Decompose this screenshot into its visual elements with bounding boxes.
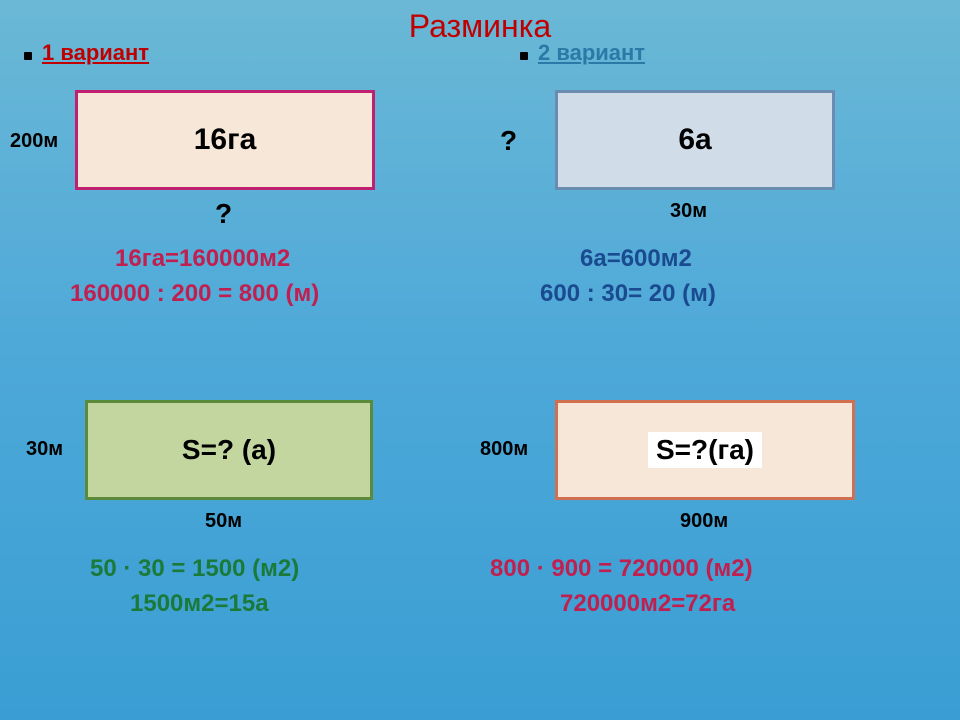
box3-text: S=? (а)	[182, 434, 276, 466]
box2-text: 6а	[678, 123, 711, 157]
calc-4a: 800 · 900 = 720000 (м2)	[490, 555, 753, 583]
calc-1a: 16га=160000м2	[115, 245, 290, 273]
box4-bottom-dim: 900м	[680, 510, 728, 533]
box1-bottom-q: ?	[215, 198, 232, 230]
bullet-v1	[24, 52, 32, 60]
box2: 6а	[555, 90, 835, 190]
box4-left-dim: 800м	[480, 438, 528, 461]
variant-1-label: 1 вариант	[42, 40, 149, 66]
calc-2b: 600 : 30= 20 (м)	[540, 280, 716, 308]
box1: 16га	[75, 90, 375, 190]
box1-text: 16га	[194, 123, 257, 157]
box3: S=? (а)	[85, 400, 373, 500]
calc-4b: 720000м2=72га	[560, 590, 735, 618]
box1-left-dim: 200м	[10, 130, 58, 153]
calc-1b: 160000 : 200 = 800 (м)	[70, 280, 319, 308]
box3-bottom-dim: 50м	[205, 510, 242, 533]
box4: S=?(га)	[555, 400, 855, 500]
box2-left-q: ?	[500, 125, 517, 157]
calc-3b: 1500м2=15а	[130, 590, 269, 618]
box3-left-dim: 30м	[26, 438, 63, 461]
box2-bottom-dim: 30м	[670, 200, 707, 223]
page-title: Разминка	[409, 8, 551, 45]
box4-text: S=?(га)	[648, 432, 762, 468]
calc-3a: 50 · 30 = 1500 (м2)	[90, 555, 299, 583]
variant-2-label: 2 вариант	[538, 40, 645, 66]
calc-2a: 6а=600м2	[580, 245, 692, 273]
bullet-v2	[520, 52, 528, 60]
